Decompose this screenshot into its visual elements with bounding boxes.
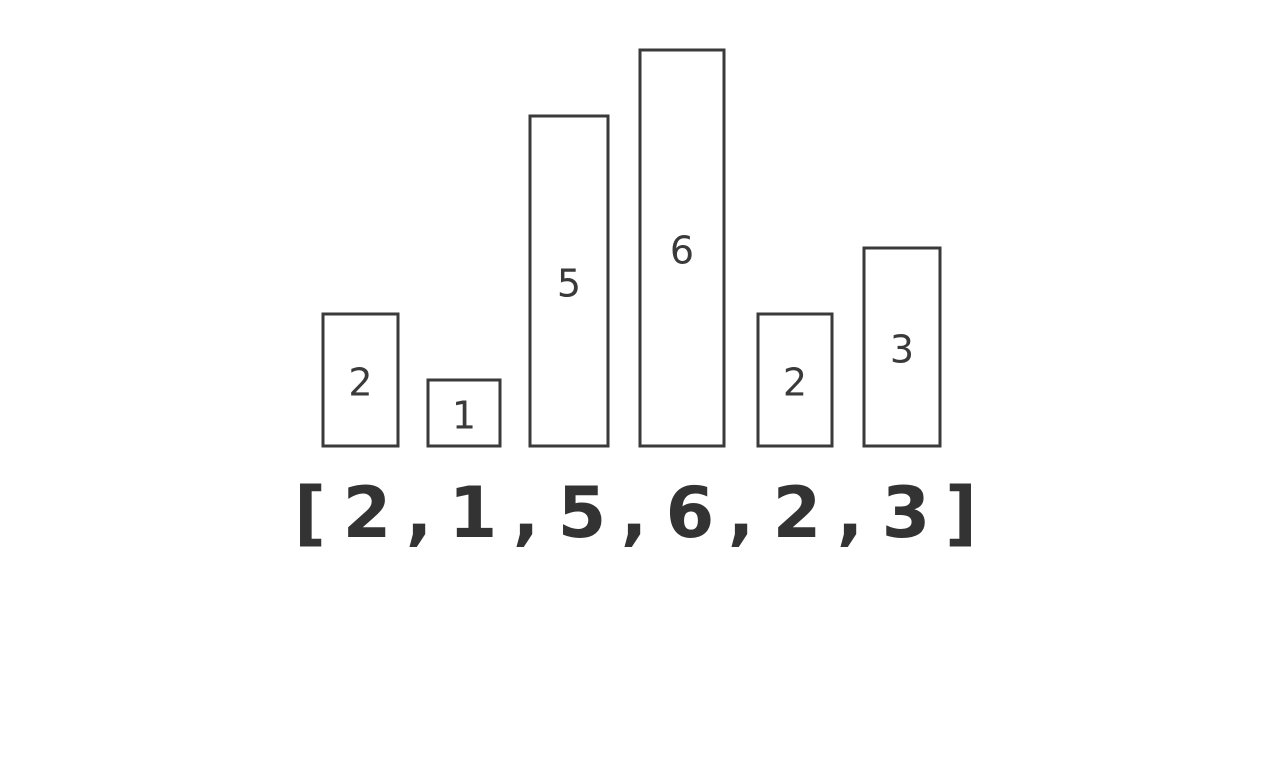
array-item-4: 6 [666,472,715,554]
array-literal: [2, 1, 5, 6, 2, 3] [294,472,977,554]
bar-label-3: 5 [557,262,581,306]
bar-label-2: 1 [452,394,476,438]
bar-4 [638,48,726,448]
bar-3 [528,114,610,448]
array-item-3: 5 [558,472,607,554]
bar-6 [862,246,942,448]
array-separator-2: , [513,472,540,554]
bar-label-5: 2 [783,361,807,405]
bars-group: 2 1 5 6 2 3 [321,48,942,448]
array-item-1: 2 [343,472,392,554]
bar-label-1: 2 [348,361,372,405]
array-item-2: 1 [449,472,498,554]
array-separator-5: , [837,472,864,554]
array-item-5: 2 [773,472,822,554]
bar-2 [426,378,502,448]
array-separator-4: , [728,472,755,554]
array-close-bracket: ] [945,472,977,554]
bar-label-4: 6 [670,229,694,273]
bar-1 [321,312,400,448]
bar-5 [756,312,834,448]
array-item-6: 3 [882,472,931,554]
array-separator-1: , [406,472,433,554]
array-separator-3: , [621,472,648,554]
bar-label-6: 3 [890,328,914,372]
array-open-bracket: [ [294,472,326,554]
